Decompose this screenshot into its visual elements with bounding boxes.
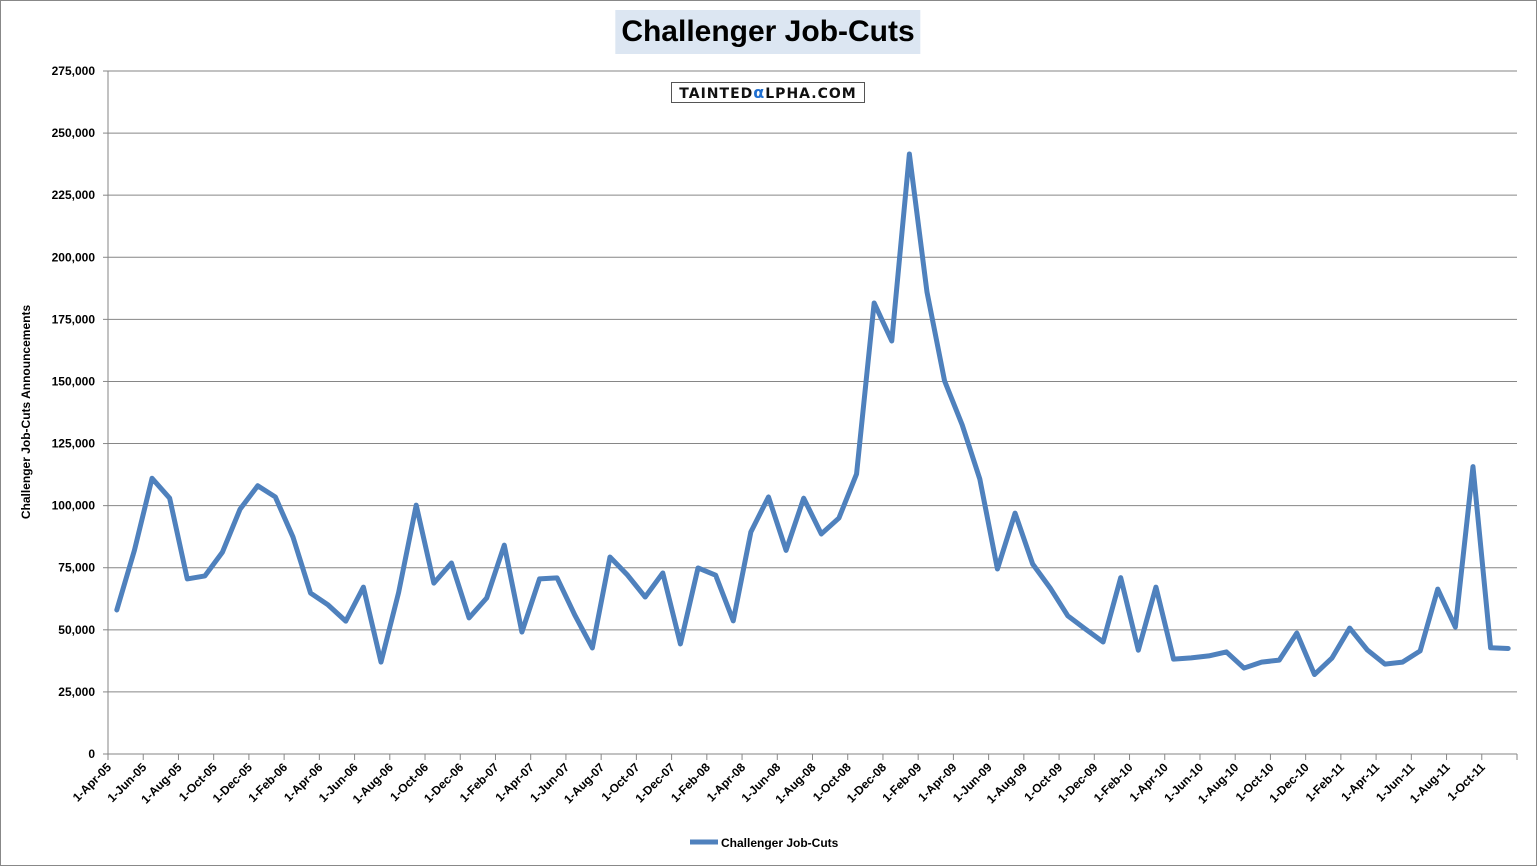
y-tick-label: 150,000: [52, 374, 96, 388]
y-tick-label: 25,000: [58, 685, 95, 699]
legend-label: Challenger Job-Cuts: [721, 836, 839, 850]
y-axis-label: Challenger Job-Cuts Announcements: [19, 305, 33, 520]
chart-title: Challenger Job-Cuts: [615, 10, 921, 54]
x-tick-label: 1-Dec-10: [1266, 760, 1312, 806]
x-tick-label: 1-Feb-11: [1303, 760, 1348, 805]
y-tick-label: 125,000: [52, 437, 96, 451]
y-tick-label: 75,000: [58, 561, 95, 575]
y-tick-label: 100,000: [52, 499, 96, 513]
y-tick-label: 275,000: [52, 64, 96, 78]
y-tick-label: 175,000: [52, 312, 96, 326]
legend: Challenger Job-Cuts: [690, 836, 839, 850]
y-tick-label: 250,000: [52, 126, 96, 140]
x-tick-label: 1-Oct-11: [1445, 760, 1489, 804]
y-tick-label: 200,000: [52, 250, 96, 264]
y-tick-label: 50,000: [58, 623, 95, 637]
watermark-logo: TAINTEDαLPHA.COM: [671, 82, 865, 103]
y-tick-label: 225,000: [52, 188, 96, 202]
y-tick-label: 0: [88, 747, 95, 761]
series-line-challenger-job-cuts: [114, 151, 1511, 678]
